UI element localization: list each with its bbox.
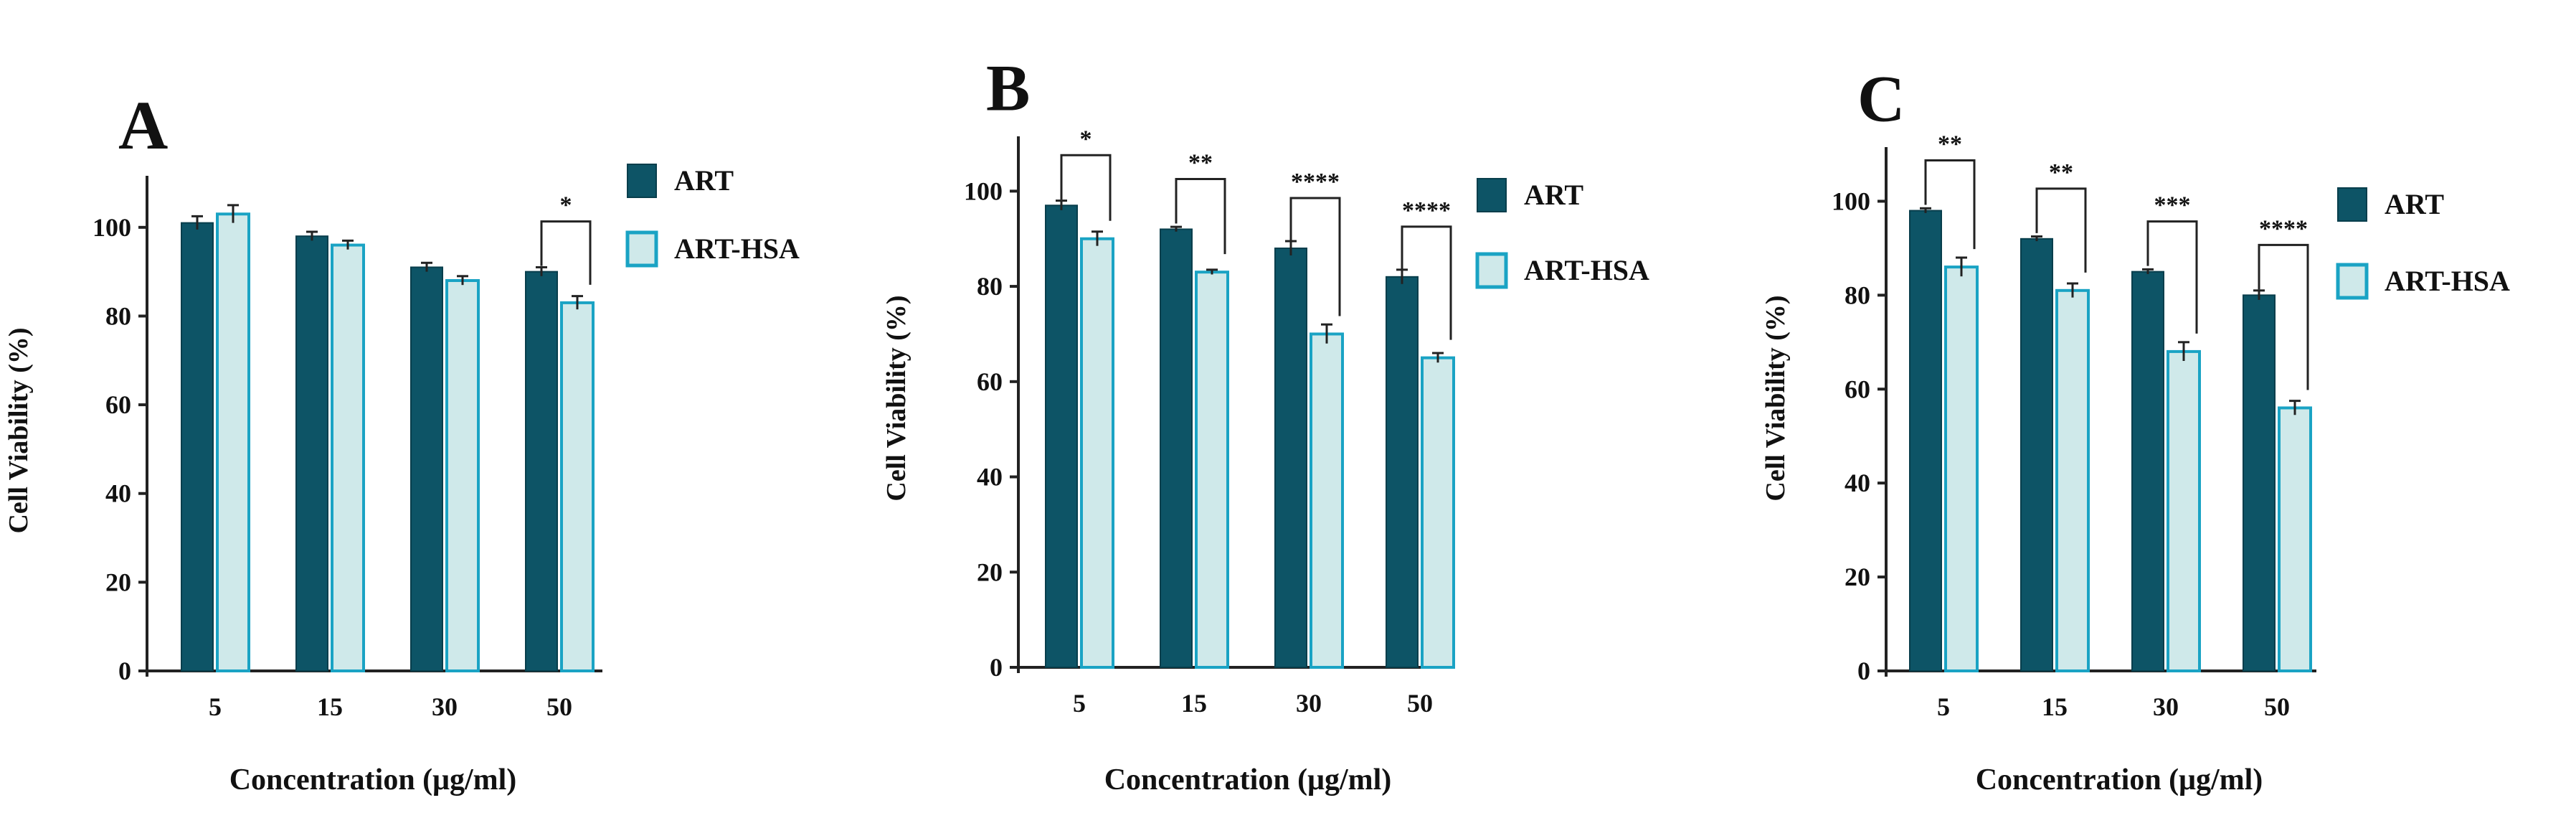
panel-b-x-axis-title: Concentration (μg/ml) (1104, 763, 1392, 796)
panel-b-legend-label-art-hsa: ART-HSA (1524, 254, 1649, 286)
panel-b-bar-art-15 (1160, 228, 1193, 669)
panel-c-sig-bracket (1924, 159, 1976, 250)
panel-b-legend-swatch-art (1477, 178, 1507, 212)
panel-c-x-tick-label: 15 (2042, 692, 2068, 721)
panel-c-x-axis-title: Concentration (μg/ml) (1976, 763, 2263, 796)
panel-b-bar-art-30 (1274, 248, 1307, 668)
panel-c-bar-art-15 (2020, 238, 2053, 672)
panel-c-sig-label: ** (2049, 159, 2073, 186)
panel-a-y-tick-label: 0 (118, 657, 131, 685)
panel-b-sig-bracket (1175, 177, 1226, 255)
panel-b-x-tick-label: 50 (1407, 689, 1433, 718)
panel-b-legend-label-art: ART (1524, 179, 1583, 211)
panel-c-sig-label: *** (2154, 192, 2191, 219)
panel-a-legend-swatch-art-hsa (625, 230, 658, 268)
panel-a-bar-art-hsa-30 (445, 279, 480, 672)
panel-a-bar-art-hsa-15 (331, 243, 365, 672)
panel-c-x-tick-label: 5 (1937, 692, 1950, 721)
panel-c-y-axis-title: Cell Viability (%) (1761, 295, 1791, 501)
panel-c-y-tick-label: 0 (1857, 657, 1870, 685)
panel-c-y-tick-label: 40 (1845, 469, 1870, 497)
panel-a-legend-swatch-art (627, 164, 657, 198)
panel-a-legend-label-art-hsa: ART-HSA (674, 232, 800, 265)
panel-b-legend-swatch-art-hsa (1475, 252, 1508, 289)
panel-c-bar-art-hsa-5 (1944, 265, 1979, 673)
panel-b-letter: B (986, 52, 1030, 125)
panel-b-bar-art-hsa-30 (1310, 332, 1344, 669)
panel-b-sig-bracket (1289, 197, 1341, 316)
panel-c-legend-swatch-art-hsa (2336, 263, 2369, 300)
panel-b-y-tick-label: 80 (977, 272, 1003, 301)
panel-c-sig-label: **** (2259, 215, 2308, 242)
panel-a-y-axis-title: Cell Viability (%) (4, 327, 34, 533)
panel-a-legend-label-art: ART (674, 164, 734, 197)
panel-b-y-tick-label: 0 (990, 653, 1003, 682)
panel-a-bar-art-hsa-50 (560, 301, 595, 672)
panel-b-y-tick-label: 60 (977, 367, 1003, 396)
panel-b-sig-label: ** (1188, 149, 1213, 176)
panel-a-x-tick-label: 30 (432, 692, 458, 721)
panel-c-bar-art-hsa-30 (2167, 349, 2201, 672)
panel-c-sig-bracket (2146, 220, 2198, 334)
panel-b-y-tick-label: 100 (964, 177, 1003, 205)
panel-a-letter: A (118, 87, 168, 164)
panel-b-y-tick-label: 20 (977, 558, 1003, 586)
panel-a-y-tick-label: 40 (105, 479, 131, 508)
panel-b-bar-art-5 (1045, 205, 1078, 669)
panel-a-bar-art-30 (410, 266, 443, 672)
panel-c-bar-art-hsa-50 (2278, 406, 2312, 672)
panel-a-y-tick-label: 60 (105, 390, 131, 419)
panel-b-sig-label: * (1080, 126, 1092, 152)
panel-b-bar-art-hsa-50 (1421, 356, 1455, 669)
panel-c-sig-bracket (2258, 243, 2309, 390)
panel-c-letter: C (1857, 62, 1905, 136)
panel-b-x-tick-label: 5 (1073, 689, 1086, 718)
panel-b-bar-art-hsa-5 (1080, 237, 1114, 669)
panel-a-y-tick-label: 100 (93, 213, 131, 242)
panel-c-legend-label-art: ART (2385, 188, 2444, 220)
panel-b-x-tick-label: 15 (1181, 689, 1207, 718)
panel-a-x-tick-label: 5 (209, 692, 222, 721)
panel-a-sig-label: * (560, 192, 572, 219)
panel-a-x-axis-title: Concentration (μg/ml) (229, 763, 517, 796)
panel-b-y-tick-label: 40 (977, 463, 1003, 492)
panel-b-bar-art-hsa-15 (1195, 271, 1229, 669)
panel-c-bar-art-5 (1909, 210, 1942, 672)
panel-a-y-tick-label: 80 (105, 301, 131, 330)
panel-c-y-tick-label: 80 (1845, 281, 1870, 309)
panel-b-x-tick-label: 30 (1296, 689, 1322, 718)
panel-c-bar-art-50 (2243, 294, 2276, 672)
panel-a-y-tick-label: 20 (105, 568, 131, 596)
panel-b-sig-bracket (1060, 154, 1112, 221)
panel-c-x-tick-label: 30 (2153, 692, 2179, 721)
panel-c-y-tick-label: 100 (1832, 187, 1870, 215)
panel-a-bar-art-50 (525, 271, 558, 672)
panel-a-bar-art-15 (295, 235, 328, 672)
panel-c-bar-art-hsa-15 (2055, 288, 2090, 672)
panel-b-bar-art-50 (1386, 276, 1419, 668)
panel-c-sig-bracket (2035, 187, 2087, 273)
panel-a-bar-art-5 (181, 222, 214, 672)
panel-c-legend-swatch-art (2337, 187, 2367, 222)
panel-a-sig-bracket (540, 220, 592, 285)
panel-a-x-tick-label: 15 (317, 692, 343, 721)
panel-c-y-tick-label: 20 (1845, 563, 1870, 591)
panel-b-sig-bracket (1401, 225, 1452, 340)
panel-c-x-tick-label: 50 (2264, 692, 2290, 721)
panel-b-sig-label: **** (1291, 169, 1340, 195)
panel-c-bar-art-30 (2131, 271, 2164, 672)
panel-a-x-tick-label: 50 (546, 692, 572, 721)
panel-c-sig-label: ** (1938, 131, 1962, 158)
panel-c-y-tick-label: 60 (1845, 375, 1870, 403)
panel-b-sig-label: **** (1402, 197, 1451, 224)
panel-b-y-axis-title: Cell Viability (%) (881, 295, 911, 501)
panel-a-bar-art-hsa-5 (216, 212, 250, 673)
panel-c-legend-label-art-hsa: ART-HSA (2385, 265, 2510, 297)
